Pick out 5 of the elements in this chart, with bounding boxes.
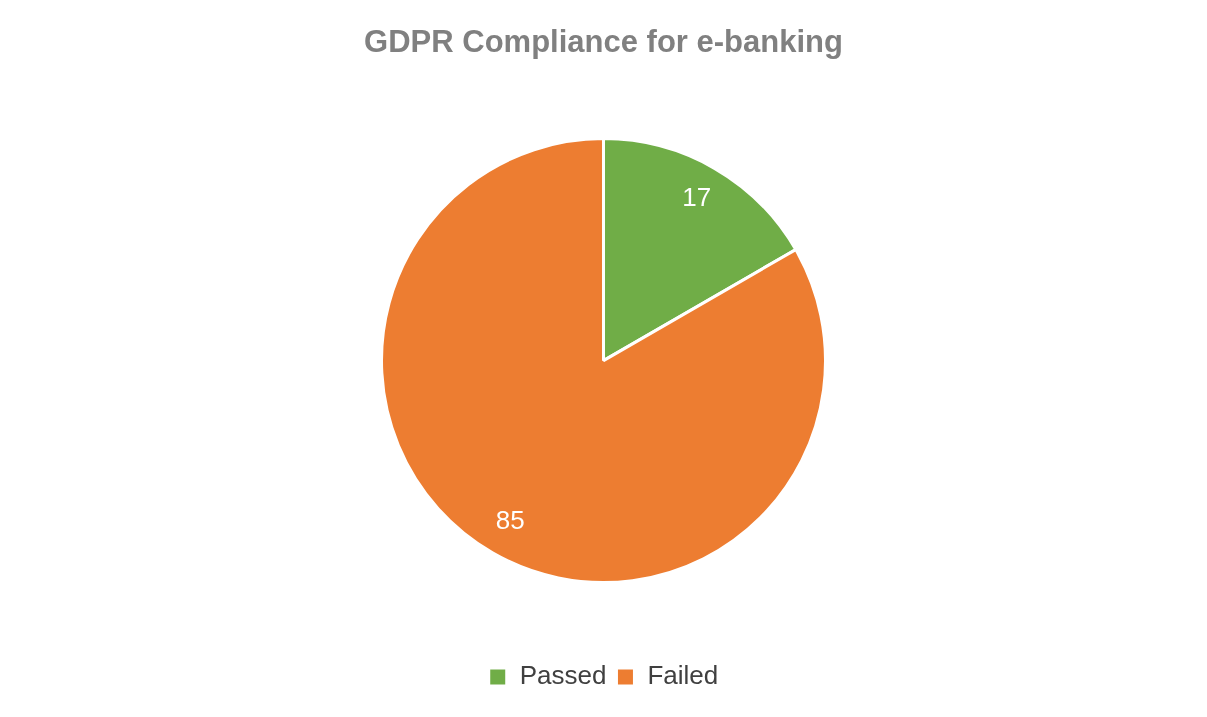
chart-title: GDPR Compliance for e-banking [364,24,843,60]
legend-label: Failed [647,660,719,691]
data-label: 85 [495,505,525,536]
data-label: 17 [682,182,712,213]
legend-label: Passed [519,660,607,691]
